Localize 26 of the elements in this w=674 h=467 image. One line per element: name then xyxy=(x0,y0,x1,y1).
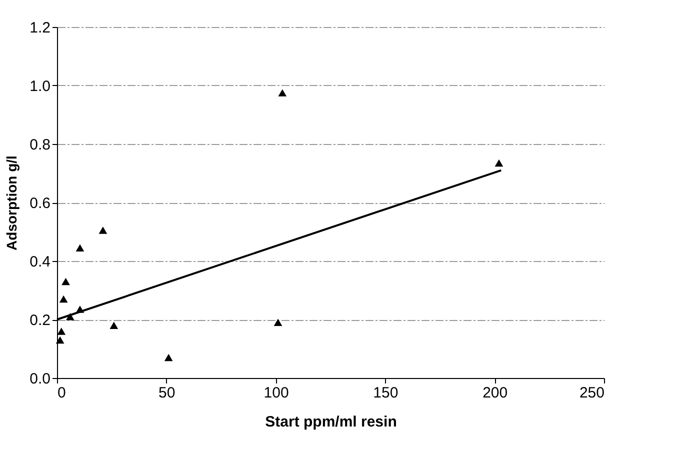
point xyxy=(56,336,64,344)
x-tick-label: 250 xyxy=(579,384,604,402)
y-tick-label: 0.6 xyxy=(30,195,50,212)
x-axis-title: Start ppm/ml resin xyxy=(265,414,397,430)
x-tick-label: 100 xyxy=(264,384,289,402)
point xyxy=(62,278,70,286)
point xyxy=(76,244,84,252)
y-tick-label: 1.2 xyxy=(30,20,50,36)
point xyxy=(57,328,66,335)
y-tick-label: 0.0 xyxy=(30,370,50,388)
x-tick-label: 150 xyxy=(373,384,398,402)
point xyxy=(98,226,108,234)
y-tick-label: 1.0 xyxy=(30,78,50,95)
x-tick-label: 50 xyxy=(158,384,176,402)
point xyxy=(494,159,504,167)
point xyxy=(59,295,68,303)
y-axis-title: Adsorption g/l xyxy=(4,156,20,250)
x-tick-label: 0 xyxy=(58,384,66,402)
x-tick-label: 200 xyxy=(482,384,508,402)
point xyxy=(110,322,118,329)
point xyxy=(164,354,173,362)
point xyxy=(278,89,287,96)
y-tick-label: 0.8 xyxy=(30,136,50,154)
point xyxy=(274,318,282,326)
y-tick-label: 0.2 xyxy=(30,312,50,329)
y-tick-label: 0.4 xyxy=(30,254,50,270)
